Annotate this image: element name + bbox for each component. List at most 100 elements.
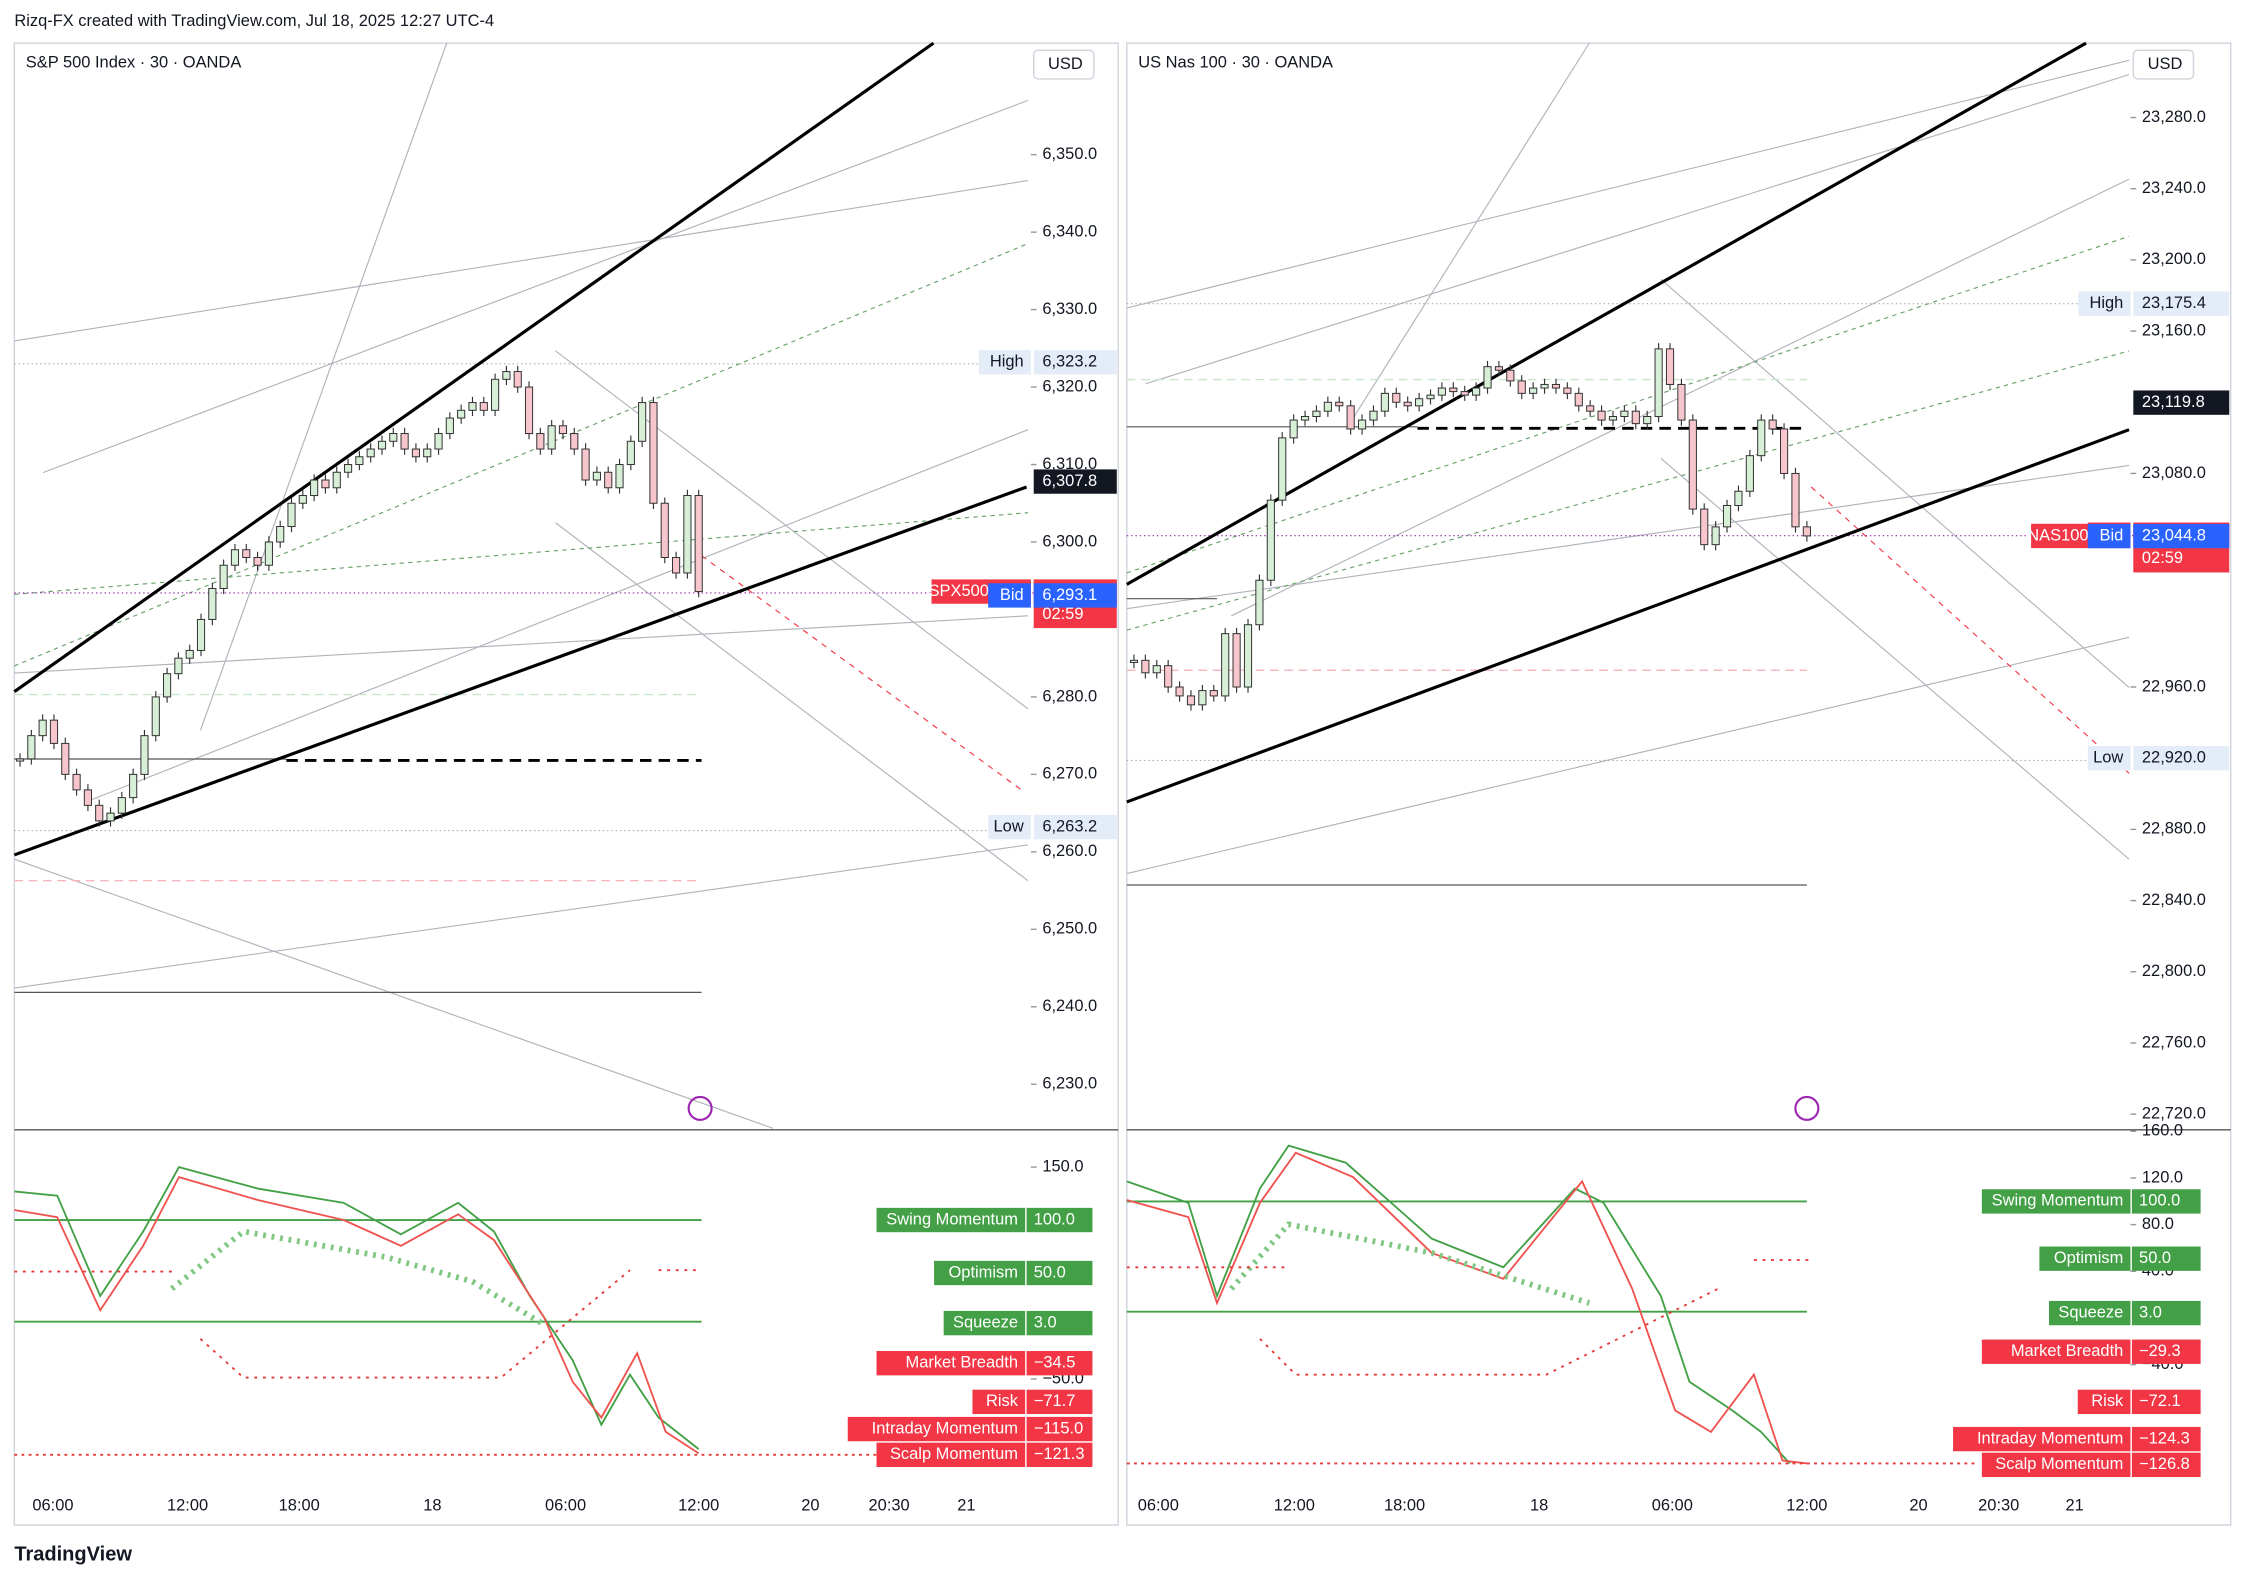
candle	[1141, 659, 1150, 674]
osc-tick-label: 120.0	[2142, 1168, 2183, 1186]
candle	[1529, 387, 1538, 394]
candle	[1574, 392, 1583, 407]
candle	[106, 812, 115, 822]
price-tag-name: Low	[2093, 749, 2123, 767]
indicator-name-box	[934, 1260, 1026, 1286]
candle	[1494, 366, 1504, 371]
candle	[1734, 490, 1743, 506]
indicator-name-box	[943, 1310, 1026, 1336]
candle	[1266, 499, 1275, 581]
candle	[27, 735, 36, 760]
candle	[1426, 394, 1435, 400]
price-tag-name: Low	[994, 817, 1024, 835]
candle	[536, 433, 545, 450]
price-tag-name-box	[988, 814, 1031, 840]
candle	[1688, 419, 1697, 510]
indicator-value: −126.8	[2139, 1455, 2190, 1473]
candle	[626, 440, 635, 466]
indicator-value-box	[2131, 1339, 2201, 1364]
indicator-name: Optimism	[2054, 1249, 2123, 1267]
candle	[151, 696, 160, 737]
candle	[1563, 387, 1572, 394]
candle	[1597, 410, 1606, 421]
indicator-name: Intraday Momentum	[872, 1419, 1018, 1437]
indicator-name: Market Breadth	[2011, 1342, 2123, 1360]
candle	[310, 479, 319, 497]
y-tick-label: 6,230.0	[1042, 1075, 1097, 1093]
candle	[1620, 410, 1629, 418]
y-tick-label: 22,800.0	[2142, 962, 2206, 980]
candle	[1380, 392, 1389, 412]
candle	[185, 649, 194, 659]
candle	[1791, 472, 1800, 528]
y-tick-label: 6,330.0	[1042, 300, 1097, 318]
indicator-value: −115.0	[1034, 1419, 1084, 1437]
indicator-value: 100.0	[1034, 1210, 1075, 1228]
price-tag-name: Bid	[1000, 586, 1024, 604]
y-tick-label: 22,840.0	[2142, 891, 2206, 909]
candle	[321, 479, 330, 489]
y-tick-label: 6,350.0	[1042, 145, 1097, 163]
candle	[129, 773, 138, 799]
candle	[242, 549, 251, 558]
indicator-name: Intraday Momentum	[1977, 1429, 2123, 1447]
candle	[1779, 428, 1789, 474]
currency: USD	[2148, 55, 2183, 73]
candle	[117, 797, 126, 814]
candle	[1255, 579, 1264, 626]
price-tag	[1033, 814, 1117, 840]
candle	[61, 742, 70, 775]
candle	[581, 448, 590, 481]
candle	[457, 409, 466, 419]
x-tick-label: 06:00	[1138, 1497, 1179, 1515]
candle	[1460, 391, 1469, 396]
indicator-value-box	[2131, 1452, 2201, 1478]
indicator-value-box	[1026, 1351, 1093, 1376]
candle	[140, 735, 149, 775]
x-tick-label: 06:00	[545, 1497, 586, 1515]
price-tag-value: 6,293.1	[1042, 586, 1097, 604]
indicator-value-box	[1026, 1442, 1093, 1468]
candle	[1300, 416, 1310, 421]
x-tick-label: 12:00	[167, 1497, 208, 1515]
candle	[694, 495, 703, 593]
indicator-name-box	[1981, 1189, 2131, 1214]
indicator-value-box	[2131, 1300, 2201, 1326]
candle	[1289, 419, 1298, 439]
indicator-value: 3.0	[2139, 1303, 2162, 1321]
candle	[671, 556, 681, 574]
candle	[547, 425, 556, 450]
x-tick-label: 12:00	[1274, 1497, 1315, 1515]
candle	[683, 495, 692, 574]
x-tick-label: 21	[957, 1497, 975, 1515]
price-tag	[2133, 746, 2230, 771]
candle	[1323, 401, 1332, 412]
indicator-value-box	[1026, 1416, 1093, 1442]
candle	[1312, 410, 1321, 418]
price-tag-value: 6,323.2	[1042, 353, 1097, 371]
candle	[1483, 366, 1492, 389]
indicator-value-box	[2131, 1389, 2201, 1415]
indicator-value: 50.0	[2139, 1249, 2171, 1267]
candle	[95, 804, 104, 822]
candle	[389, 433, 398, 442]
candle	[423, 448, 432, 458]
candle	[1415, 398, 1424, 407]
candle	[434, 433, 443, 450]
indicator-value-box	[1026, 1310, 1093, 1336]
candle	[1757, 419, 1766, 457]
candle	[208, 587, 217, 620]
currency: USD	[1048, 55, 1083, 73]
candle	[513, 371, 522, 388]
candle	[287, 502, 296, 527]
candle	[1243, 624, 1253, 688]
candle	[1186, 695, 1196, 706]
candle	[1700, 508, 1709, 546]
price-tag-value: 6,263.2	[1042, 817, 1097, 835]
indicator-name-box	[1953, 1426, 2131, 1452]
price-tag	[1033, 583, 1117, 608]
y-tick-label: 23,280.0	[2142, 108, 2206, 126]
x-tick-label: 12:00	[678, 1497, 719, 1515]
candle	[332, 471, 341, 489]
price-tag	[1033, 469, 1117, 494]
